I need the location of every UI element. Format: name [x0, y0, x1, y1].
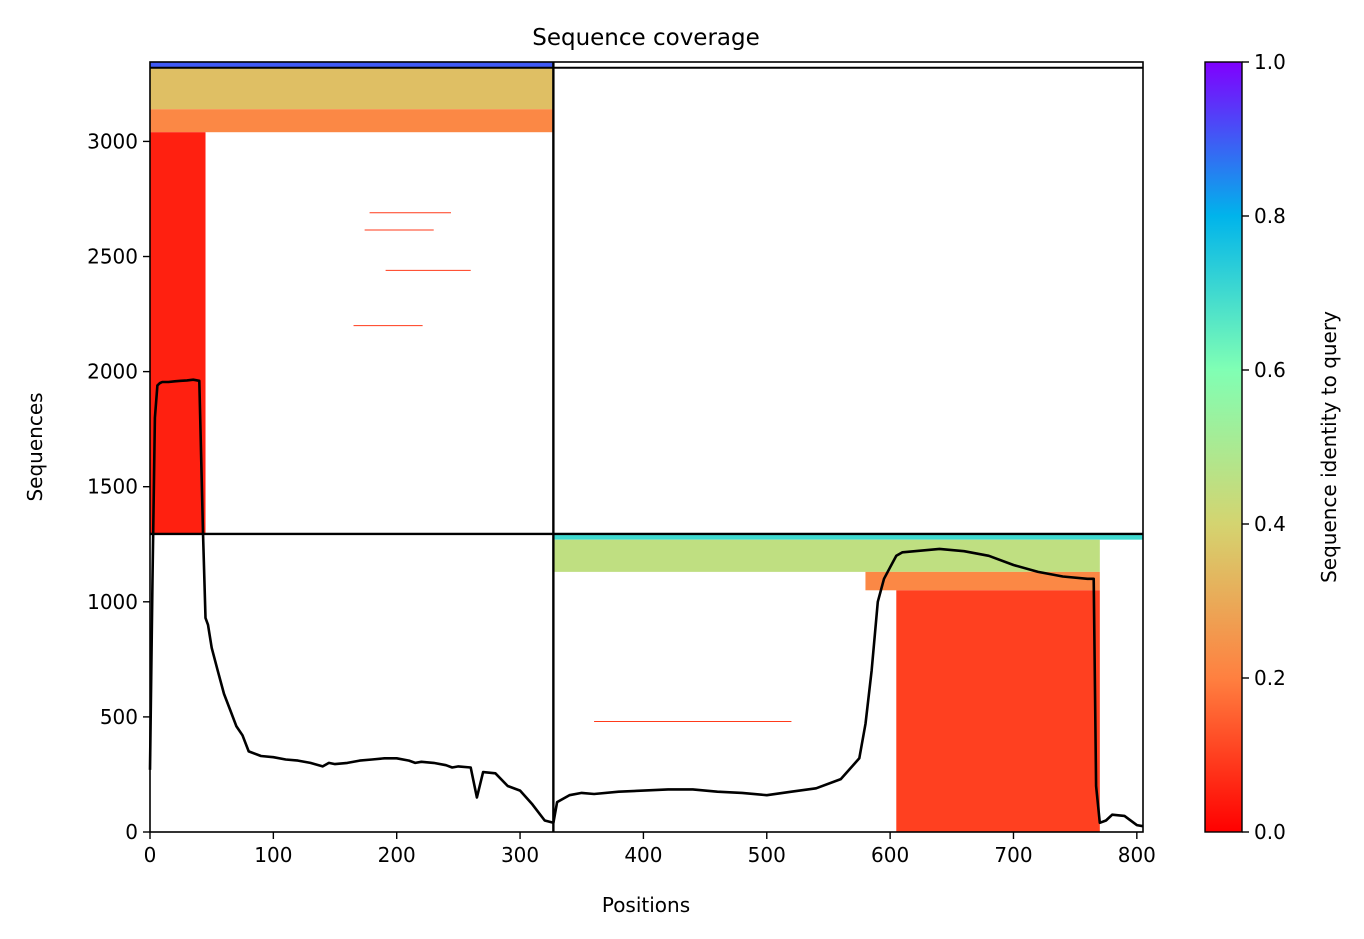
- colorbar-gradient: [1204, 61, 1243, 833]
- x-tick-label: 300: [501, 843, 539, 867]
- coverage-blocks: [150, 62, 1143, 832]
- coverage-line: [148, 378, 1144, 828]
- x-axis: 0 100 200 300 400 500 600 700 800: [144, 832, 1156, 867]
- x-tick-label: 600: [871, 843, 909, 867]
- y-axis: 0 500 1000 1500 2000 2500 3000: [87, 129, 150, 844]
- x-tick-label: 400: [624, 843, 662, 867]
- y-tick-label: 500: [100, 705, 138, 729]
- coverage-band: [150, 62, 554, 68]
- y-tick-label: 0: [125, 820, 138, 844]
- x-tick-label: 500: [748, 843, 786, 867]
- colorbar-tick-label: 0.2: [1254, 666, 1286, 690]
- y-tick-label: 2000: [87, 360, 138, 384]
- colorbar: 0.0 0.2 0.4 0.6 0.8 1.0 Sequence identity to …: [1204, 50, 1341, 844]
- x-tick-label: 200: [378, 843, 416, 867]
- x-tick-label: 0: [144, 843, 157, 867]
- y-tick-label: 3000: [87, 129, 138, 153]
- domain-boundaries: [150, 62, 1143, 832]
- coverage-band: [896, 590, 1100, 832]
- y-axis-label: Sequences: [23, 392, 47, 501]
- colorbar-tick-label: 0.8: [1254, 204, 1286, 228]
- x-axis-label: Positions: [602, 893, 690, 917]
- y-tick-label: 2500: [87, 245, 138, 269]
- coverage-band: [150, 67, 554, 110]
- colorbar-ticks: 0.0 0.2 0.4 0.6 0.8 1.0: [1242, 50, 1286, 844]
- y-tick-label: 1000: [87, 590, 138, 614]
- coverage-band: [553, 539, 1100, 572]
- colorbar-tick-label: 1.0: [1254, 50, 1286, 74]
- colorbar-tick-label: 0.6: [1254, 358, 1286, 382]
- x-tick-label: 100: [254, 843, 292, 867]
- plot-frame: [149, 61, 1144, 833]
- x-tick-label: 800: [1118, 843, 1156, 867]
- x-tick-label: 700: [994, 843, 1032, 867]
- y-tick-label: 1500: [87, 475, 138, 499]
- coverage-band: [150, 109, 554, 133]
- colorbar-tick-label: 0.4: [1254, 512, 1286, 536]
- coverage-line-layer: [148, 378, 1144, 828]
- coverage-band: [553, 533, 1143, 540]
- chart-title: Sequence coverage: [532, 25, 760, 51]
- colorbar-tick-label: 0.0: [1254, 820, 1286, 844]
- coverage-band: [150, 132, 206, 534]
- plot-area: [148, 61, 1144, 833]
- colorbar-label: Sequence identity to query: [1317, 311, 1341, 583]
- coverage-band: [865, 571, 1100, 591]
